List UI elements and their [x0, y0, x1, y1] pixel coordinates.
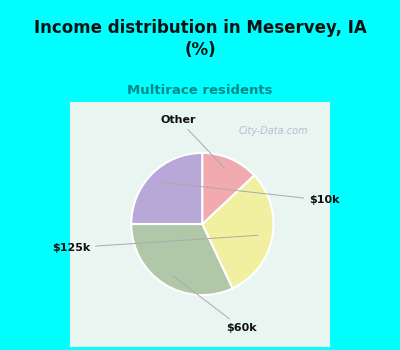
- Text: Multirace residents: Multirace residents: [127, 84, 273, 97]
- FancyBboxPatch shape: [70, 102, 330, 346]
- Text: $10k: $10k: [163, 182, 340, 205]
- Text: City-Data.com: City-Data.com: [238, 126, 308, 136]
- Wedge shape: [202, 153, 254, 224]
- Text: Income distribution in Meservey, IA
(%): Income distribution in Meservey, IA (%): [34, 19, 366, 59]
- Text: $125k: $125k: [52, 235, 258, 253]
- Text: Other: Other: [161, 115, 224, 168]
- Wedge shape: [131, 153, 202, 224]
- Text: $60k: $60k: [173, 276, 257, 333]
- Wedge shape: [202, 175, 274, 288]
- Wedge shape: [131, 224, 233, 295]
